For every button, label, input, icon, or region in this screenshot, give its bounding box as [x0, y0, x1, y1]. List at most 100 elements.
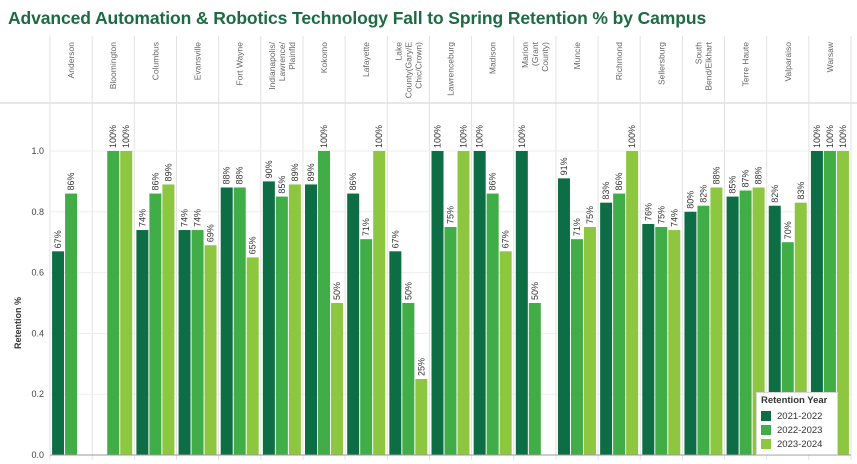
bar — [136, 230, 149, 455]
data-label: 88% — [222, 166, 232, 184]
data-label: 88% — [754, 166, 764, 184]
bar — [794, 202, 807, 455]
y-axis: 0.0 0.2 0.4 0.6 0.8 1.0 Retention % — [13, 146, 851, 460]
bar — [557, 178, 570, 456]
bar — [684, 211, 697, 455]
data-label: 86% — [348, 173, 358, 191]
data-label: 100% — [838, 125, 848, 148]
bar — [499, 251, 512, 455]
data-label: 100% — [108, 125, 118, 148]
data-label: 82% — [770, 185, 780, 203]
campus-header-label: Muncie — [572, 42, 582, 70]
campus-header-label: Warsaw — [825, 41, 835, 72]
campus-header-label: Columbus — [150, 42, 160, 80]
bar — [120, 151, 133, 455]
y-tick-label: 0.4 — [31, 328, 44, 338]
bar — [457, 151, 470, 455]
legend-item-2022-2023[interactable]: 2022-2023 — [761, 423, 833, 437]
campus-header-row: Anderson Bloomington Columbus Evansville For… — [0, 41, 857, 104]
bar — [262, 181, 275, 455]
data-label: 100% — [319, 125, 329, 148]
campus-header-line: Plainfld — [287, 42, 297, 70]
data-label: 83% — [796, 182, 806, 200]
bars-layer — [52, 151, 849, 456]
legend-swatch — [761, 425, 771, 435]
bar — [415, 379, 428, 455]
data-label: 100% — [825, 125, 835, 148]
bar — [836, 151, 849, 455]
bar — [288, 184, 301, 455]
data-label: 74% — [669, 209, 679, 227]
y-tick-label: 0.8 — [31, 207, 44, 217]
data-label: 100% — [374, 125, 384, 148]
campus-header-label: Evansville — [193, 42, 203, 81]
bar — [220, 187, 233, 456]
data-label: 100% — [517, 125, 527, 148]
campus-header-line: Lake — [393, 42, 403, 61]
campus-header-label: Lafayette — [361, 42, 371, 77]
bar — [626, 151, 639, 455]
y-tick-label: 0.2 — [31, 389, 44, 399]
campus-header-line: Valparaiso — [783, 42, 793, 82]
data-label: 100% — [459, 125, 469, 148]
bar — [810, 151, 823, 455]
bar — [204, 245, 217, 455]
campus-header-line: Columbus — [150, 42, 160, 80]
legend-swatch — [761, 411, 771, 421]
bar — [668, 230, 681, 455]
campus-header-line: Indianapolis/ — [267, 41, 277, 89]
data-label: 85% — [277, 176, 287, 194]
data-label: 82% — [698, 185, 708, 203]
legend-item-2021-2022[interactable]: 2021-2022 — [761, 409, 833, 423]
campus-header-line: Chic/Crown) — [413, 42, 423, 89]
data-label: 75% — [446, 206, 456, 224]
data-label: 67% — [53, 230, 63, 248]
data-label: 83% — [601, 182, 611, 200]
bar — [431, 151, 444, 455]
bar — [347, 193, 360, 455]
bar — [655, 227, 668, 455]
bar — [515, 151, 528, 455]
campus-header-label: Sellersburg — [656, 42, 666, 85]
campus-header-line: Bend/Elkhart — [703, 41, 713, 90]
data-label: 88% — [711, 166, 721, 184]
data-label: 50% — [403, 282, 413, 300]
bar — [389, 251, 402, 455]
campus-header-line: Muncie — [572, 42, 582, 70]
data-label: 88% — [235, 166, 245, 184]
data-label: 89% — [306, 163, 316, 181]
bar — [642, 223, 655, 455]
data-label: 86% — [150, 173, 160, 191]
bar — [275, 196, 288, 455]
data-label: 75% — [656, 206, 666, 224]
campus-header-line: Sellersburg — [656, 42, 666, 85]
bar — [373, 151, 386, 455]
data-label: 100% — [812, 125, 822, 148]
data-labels-layer: 67%86%100% 100%74%86%89%74% 74%69%88% 88%65… — [53, 125, 848, 376]
campus-header-label: Lawrenceburg — [446, 42, 456, 96]
bar — [486, 193, 499, 455]
data-label: 100% — [433, 125, 443, 148]
bar — [444, 227, 457, 455]
data-label: 74% — [193, 209, 203, 227]
data-label: 70% — [783, 221, 793, 239]
campus-header-label: Bloomington — [108, 42, 118, 90]
bar — [739, 190, 752, 455]
campus-header-line: Kokomo — [319, 42, 329, 73]
legend-item-2023-2024[interactable]: 2023-2024 — [761, 437, 833, 451]
bar — [331, 303, 344, 455]
campus-header-label: Madison — [488, 42, 498, 74]
bar — [178, 230, 191, 455]
campus-header-line: Lafayette — [361, 42, 371, 77]
data-label: 67% — [390, 230, 400, 248]
data-label: 71% — [361, 218, 371, 236]
data-label: 100% — [627, 125, 637, 148]
bar — [726, 196, 739, 455]
data-label: 86% — [66, 173, 76, 191]
data-label: 65% — [248, 236, 258, 254]
campus-header-line: Marion — [520, 42, 530, 68]
data-label: 86% — [488, 173, 498, 191]
campus-header-line: County) — [540, 42, 550, 72]
campus-header-line: Madison — [488, 42, 498, 74]
